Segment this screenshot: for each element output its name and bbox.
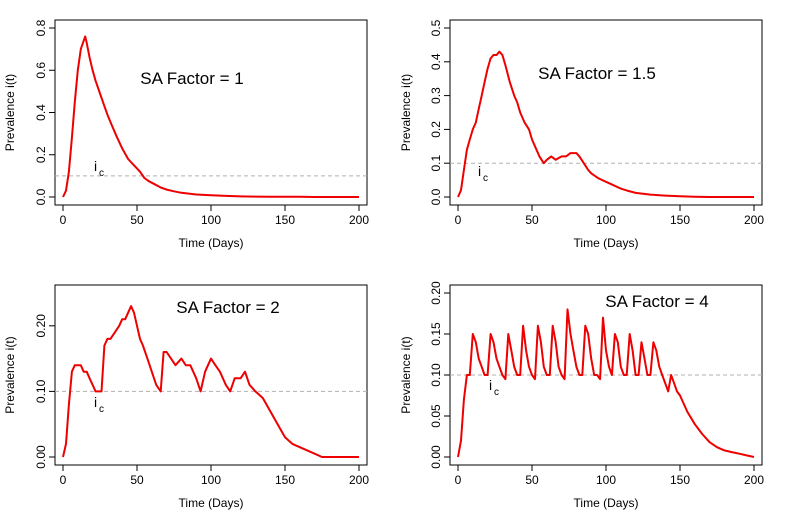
y-tick-label: 0.2	[429, 121, 443, 138]
threshold-label-sub: c	[99, 404, 104, 415]
x-tick-label: 50	[525, 473, 539, 487]
chart-panels: 0 50 100 150 200 0.0 0.2 0.4 0.6 0.8 Time (Days) Pr…	[3, 19, 764, 510]
x-tick-label: 0	[455, 213, 462, 227]
x-axis-title: Time (Days)	[179, 236, 244, 250]
y-tick-label: 0.6	[34, 62, 48, 79]
y-tick-label: 0.0	[429, 188, 443, 205]
y-tick-label: 0.10	[429, 363, 443, 387]
x-tick-label: 150	[670, 473, 690, 487]
y-tick-label: 0.15	[429, 322, 443, 346]
series-line-prevalence	[457, 50, 754, 198]
x-tick-label: 50	[525, 213, 539, 227]
x-tick-label: 0	[60, 473, 67, 487]
chart-panel-1: 0 50 100 150 200 0.0 0.2 0.4 0.6 0.8 Time (Days) Pr…	[3, 19, 369, 250]
x-tick-label: 150	[275, 473, 295, 487]
series-line-prevalence	[457, 308, 755, 458]
y-tick-label: 0.10	[34, 379, 48, 403]
chart-panel-2: 0 50 100 150 200 0.0 0.1 0.2 0.3 0.4 0.5 Time (Days…	[399, 19, 764, 250]
y-tick-label: 0.3	[429, 87, 443, 104]
y-tick-label: 0.20	[34, 314, 48, 338]
threshold-label-sub: c	[483, 173, 488, 184]
y-tick-label: 0.00	[34, 445, 48, 469]
y-tick-label: 0.20	[429, 281, 443, 305]
y-axis-title: Prevalence i(t)	[399, 74, 413, 151]
y-tick-label: 0.1	[429, 155, 443, 172]
x-tick-label: 100	[201, 213, 221, 227]
y-tick-label: 0.4	[34, 104, 48, 121]
threshold-label-sub: c	[99, 168, 104, 179]
series-line-prevalence	[62, 35, 359, 198]
x-tick-label: 0	[60, 213, 67, 227]
sa-factor-annotation: SA Factor = 2	[176, 298, 279, 317]
y-tick-label: 0.2	[34, 146, 48, 163]
x-tick-label: 50	[130, 213, 144, 227]
threshold-label: i	[489, 377, 492, 393]
sa-factor-annotation: SA Factor = 4	[605, 292, 708, 311]
x-tick-label: 200	[349, 213, 369, 227]
x-tick-label: 100	[201, 473, 221, 487]
threshold-label-sub: c	[494, 387, 499, 398]
y-tick-label: 0.4	[429, 53, 443, 70]
y-tick-label: 0.0	[34, 188, 48, 205]
y-tick-label: 0.5	[429, 19, 443, 36]
y-tick-label: 0.8	[34, 19, 48, 36]
x-axis-title: Time (Days)	[179, 496, 244, 510]
chart-panel-4: 0 50 100 150 200 0.00 0.05 0.10 0.15 0.20 Time (Da…	[399, 281, 764, 510]
x-tick-label: 0	[455, 473, 462, 487]
plot-frame	[449, 19, 763, 206]
x-tick-label: 50	[130, 473, 144, 487]
y-axis-title: Prevalence i(t)	[399, 336, 413, 413]
x-axis-title: Time (Days)	[574, 496, 639, 510]
y-tick-label: 0.05	[429, 404, 443, 428]
x-tick-label: 150	[670, 213, 690, 227]
x-tick-label: 100	[596, 213, 616, 227]
y-tick-label: 0.00	[429, 445, 443, 469]
x-tick-label: 150	[275, 213, 295, 227]
threshold-label: i	[94, 394, 97, 410]
sa-factor-annotation: SA Factor = 1	[140, 69, 243, 88]
x-tick-label: 200	[744, 473, 764, 487]
series-line-prevalence	[62, 305, 359, 458]
threshold-label: i	[478, 163, 481, 179]
y-axis-title: Prevalence i(t)	[3, 74, 17, 151]
x-axis-title: Time (Days)	[574, 236, 639, 250]
x-tick-label: 100	[596, 473, 616, 487]
x-tick-label: 200	[349, 473, 369, 487]
x-tick-label: 200	[744, 213, 764, 227]
y-axis-title: Prevalence i(t)	[3, 336, 17, 413]
threshold-label: i	[94, 158, 97, 174]
sa-factor-annotation: SA Factor = 1.5	[538, 64, 656, 83]
chart-panel-3: 0 50 100 150 200 0.00 0.10 0.20 Time (Days) Preva…	[3, 284, 369, 510]
